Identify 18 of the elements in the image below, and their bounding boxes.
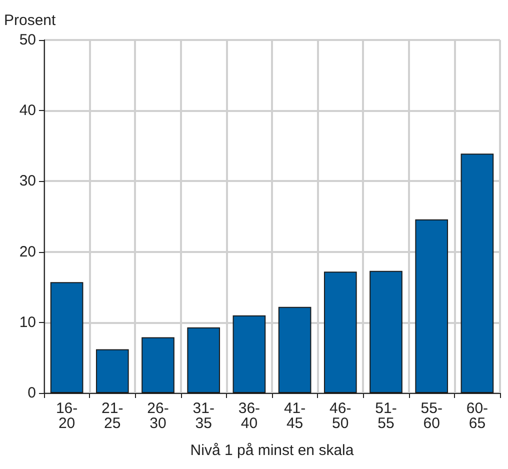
x-axis-title: Nivå 1 på minst en skala [190,442,354,459]
y-tick-label: 30 [19,172,36,190]
x-tick-label: 16-20 [56,400,78,432]
y-axis-title: Prosent [4,12,57,29]
y-tick-label: 50 [19,32,36,48]
y-tick-label: 20 [19,243,36,260]
x-tick-label: 46-50 [330,400,352,432]
x-tick-label: 41-45 [284,400,306,432]
x-tick-label: 26-30 [147,400,169,432]
x-tick-label: 55-60 [420,400,442,432]
x-tick-label: 51-55 [375,400,397,432]
x-tick-label: 21-25 [102,400,124,432]
x-tick-label: 60-65 [466,400,488,432]
y-tick-label: 10 [19,314,36,331]
y-tick-label: 0 [28,384,36,402]
y-tick-label: 40 [19,102,36,120]
x-tick-label: 36-40 [238,400,260,432]
x-tick-label: 31-35 [192,400,214,432]
